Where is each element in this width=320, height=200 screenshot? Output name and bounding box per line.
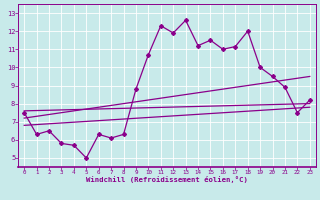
X-axis label: Windchill (Refroidissement éolien,°C): Windchill (Refroidissement éolien,°C) xyxy=(86,176,248,183)
